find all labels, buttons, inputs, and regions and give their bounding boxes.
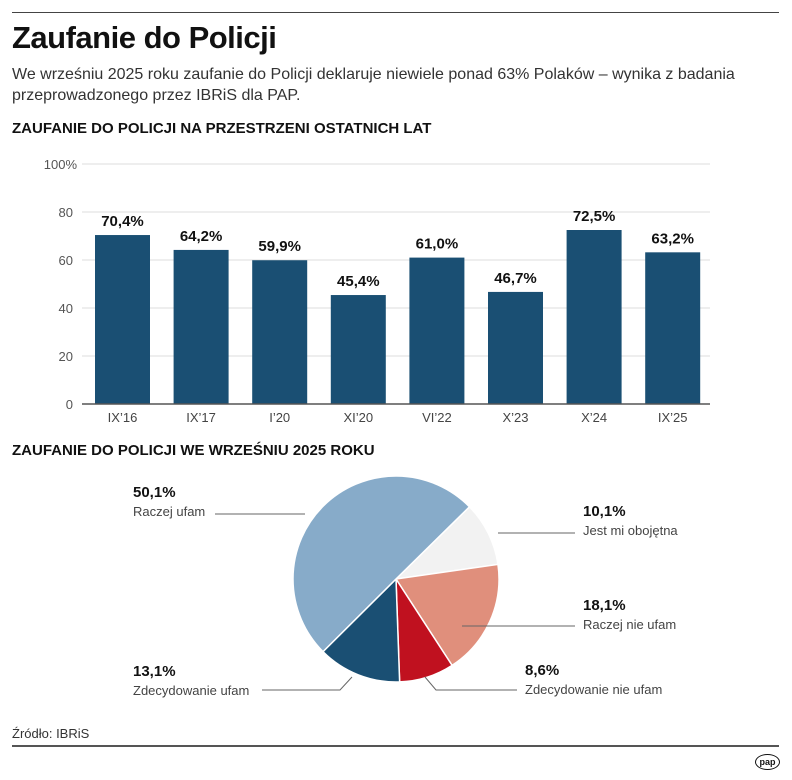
bar-value-label: 59,9% xyxy=(258,238,301,255)
x-tick-label: I’20 xyxy=(269,410,290,425)
x-tick-label: XI’20 xyxy=(343,410,373,425)
pie-slice xyxy=(321,577,401,683)
bar-value-label: 63,2% xyxy=(651,230,694,247)
bar xyxy=(488,291,543,404)
bar xyxy=(95,235,150,404)
bar xyxy=(566,230,622,404)
y-tick-label: 100% xyxy=(44,157,78,172)
pap-logo: pap xyxy=(755,754,780,770)
x-tick-label: VI’22 xyxy=(422,410,452,425)
bar xyxy=(409,257,465,404)
bar xyxy=(173,249,229,404)
pie-value-label: 50,1% xyxy=(133,484,176,501)
y-tick-label: 0 xyxy=(66,397,73,412)
pie-category-label: Zdecydowanie nie ufam xyxy=(525,682,662,697)
y-tick-label: 60 xyxy=(59,253,73,268)
x-tick-label: X’23 xyxy=(502,410,528,425)
leader-line xyxy=(424,676,517,691)
pie-category-label: Raczej ufam xyxy=(133,504,205,519)
page-title: Zaufanie do Policji xyxy=(12,20,277,55)
bar-chart-title: ZAUFANIE DO POLICJI NA PRZESTRZENI OSTAT… xyxy=(12,120,432,137)
pie-category-label: Raczej nie ufam xyxy=(583,617,676,632)
pie-value-label: 13,1% xyxy=(133,663,176,680)
subtitle: We wrześniu 2025 roku zaufanie do Policj… xyxy=(12,66,735,104)
pie-chart-title: ZAUFANIE DO POLICJI WE WRZEŚNIU 2025 ROK… xyxy=(12,442,375,459)
bar-value-label: 46,7% xyxy=(494,270,537,287)
pie-slice xyxy=(292,475,471,653)
pie-category-label: Zdecydowanie ufam xyxy=(133,683,249,698)
bar xyxy=(645,252,701,404)
x-tick-label: IX’25 xyxy=(658,410,688,425)
y-tick-label: 40 xyxy=(59,301,73,316)
pie-slice xyxy=(394,563,500,667)
leader-line xyxy=(262,676,353,691)
pie-value-label: 10,1% xyxy=(583,503,626,520)
bottom-rule xyxy=(12,745,779,747)
x-tick-label: X’24 xyxy=(581,410,607,425)
pie-value-label: 18,1% xyxy=(583,597,626,614)
source: Źródło: IBRiS xyxy=(12,726,90,741)
y-tick-label: 20 xyxy=(59,349,73,364)
bar-value-label: 45,4% xyxy=(337,273,380,290)
bar xyxy=(252,260,308,404)
x-tick-label: IX’16 xyxy=(108,410,138,425)
bar-value-label: 70,4% xyxy=(101,213,144,230)
bar-value-label: 64,2% xyxy=(180,228,223,245)
pie-category-label: Jest mi obojętna xyxy=(583,523,678,538)
x-tick-label: IX’17 xyxy=(186,410,216,425)
pie-value-label: 8,6% xyxy=(525,662,559,679)
bar-value-label: 61,0% xyxy=(416,236,459,253)
y-tick-label: 80 xyxy=(59,205,73,220)
bar xyxy=(330,295,386,404)
bar-value-label: 72,5% xyxy=(573,208,616,225)
top-rule xyxy=(12,12,779,13)
